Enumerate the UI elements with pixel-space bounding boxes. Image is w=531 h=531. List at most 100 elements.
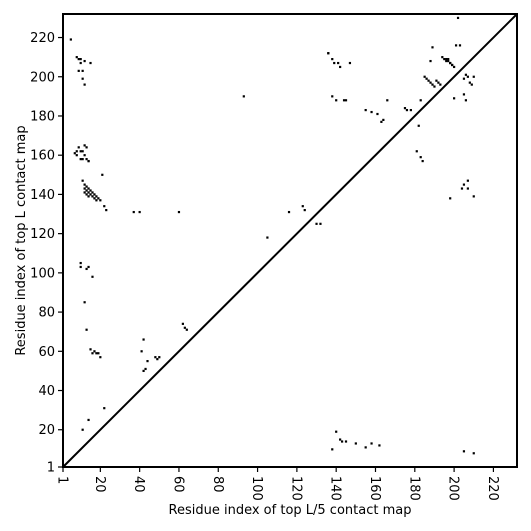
contact-point (419, 99, 422, 102)
contact-point (340, 440, 344, 443)
contact-point (103, 205, 106, 208)
contact-point (462, 77, 466, 80)
contact-point (468, 81, 471, 84)
contact-point (89, 193, 92, 196)
contact-point (333, 61, 336, 65)
contact-point (335, 430, 338, 433)
contact-point (93, 193, 96, 196)
contact-point (409, 108, 412, 112)
y-tick-label: 100 (30, 266, 55, 281)
contact-point (81, 179, 84, 182)
contact-point (437, 81, 440, 84)
contact-point (287, 210, 291, 214)
contact-point (331, 58, 334, 61)
y-tick-label: 200 (30, 70, 55, 85)
contact-point (81, 158, 84, 161)
contact-point (93, 350, 96, 353)
contact-point (83, 191, 86, 194)
contact-point (439, 83, 442, 86)
x-tick-label: 160 (367, 476, 382, 501)
contact-point (101, 173, 104, 176)
contact-point (443, 58, 446, 61)
contact-point (445, 59, 448, 63)
contact-point (344, 440, 348, 443)
contact-point (435, 79, 438, 82)
y-tick-label: 60 (38, 345, 55, 360)
contact-point (83, 59, 86, 63)
contact-point (69, 38, 72, 41)
contact-point (87, 187, 90, 190)
contact-point (460, 187, 464, 190)
contact-point (85, 267, 88, 271)
x-tick-label: 20 (92, 476, 107, 493)
contact-point (87, 265, 90, 269)
contact-point (81, 150, 84, 153)
contact-point (447, 58, 450, 61)
contact-point (142, 338, 145, 341)
x-tick-label: 180 (406, 476, 421, 501)
contact-point (85, 146, 88, 149)
contact-point (339, 65, 342, 69)
contact-point (449, 61, 452, 65)
contact-point (93, 197, 96, 200)
contact-point (364, 446, 367, 449)
x-tick-label: 60 (170, 476, 185, 493)
contact-point (81, 69, 84, 72)
y-tick-label: 40 (38, 384, 55, 399)
contact-point (456, 16, 460, 20)
contact-point (319, 222, 322, 225)
y-tick-label: 180 (30, 109, 55, 124)
x-axis-ticks: 1 20 40 60 80 100 120 140 160 180 200 220 (55, 467, 500, 501)
x-tick-label: 120 (288, 476, 303, 501)
contact-point (339, 438, 342, 441)
contact-point (335, 99, 338, 102)
x-tick-label: 100 (249, 476, 264, 501)
contact-point (364, 108, 367, 112)
contact-point (156, 358, 159, 361)
contact-point (81, 77, 84, 80)
contact-point (327, 52, 330, 55)
contact-point (75, 150, 78, 153)
contact-point (447, 59, 450, 63)
contact-point (77, 58, 80, 61)
contact-point (415, 150, 418, 153)
contact-point (87, 191, 90, 194)
contact-point (433, 85, 436, 88)
contact-point (75, 56, 78, 59)
contact-point (386, 99, 389, 102)
contact-point (464, 99, 467, 102)
contact-point (77, 146, 80, 149)
contact-point (144, 367, 147, 371)
contact-point (466, 187, 469, 190)
contact-point (183, 326, 186, 329)
contact-point (89, 348, 92, 351)
contact-point (466, 75, 469, 78)
contact-point (331, 95, 334, 98)
contact-point (91, 191, 94, 194)
contact-point (77, 69, 80, 72)
contact-point (146, 360, 149, 363)
contact-point (453, 97, 456, 100)
contact-point (103, 407, 106, 410)
contact-point (85, 158, 88, 161)
contact-point (97, 197, 100, 200)
contact-point (83, 301, 86, 304)
x-tick-label: 200 (446, 476, 461, 501)
contact-point (79, 158, 82, 161)
contact-point (81, 428, 84, 431)
contact-point (95, 352, 98, 355)
contact-point (89, 61, 92, 65)
contact-point (73, 152, 76, 155)
contact-point (132, 210, 135, 214)
y-tick-label: 1 (47, 461, 55, 476)
contact-point (95, 195, 98, 198)
contact-point (138, 210, 141, 214)
data-points-layer (69, 16, 475, 455)
contact-point (462, 450, 466, 453)
contact-point (458, 44, 462, 47)
contact-point (89, 189, 92, 192)
contact-point (464, 73, 467, 76)
contact-point (472, 75, 475, 78)
contact-point (348, 61, 352, 65)
